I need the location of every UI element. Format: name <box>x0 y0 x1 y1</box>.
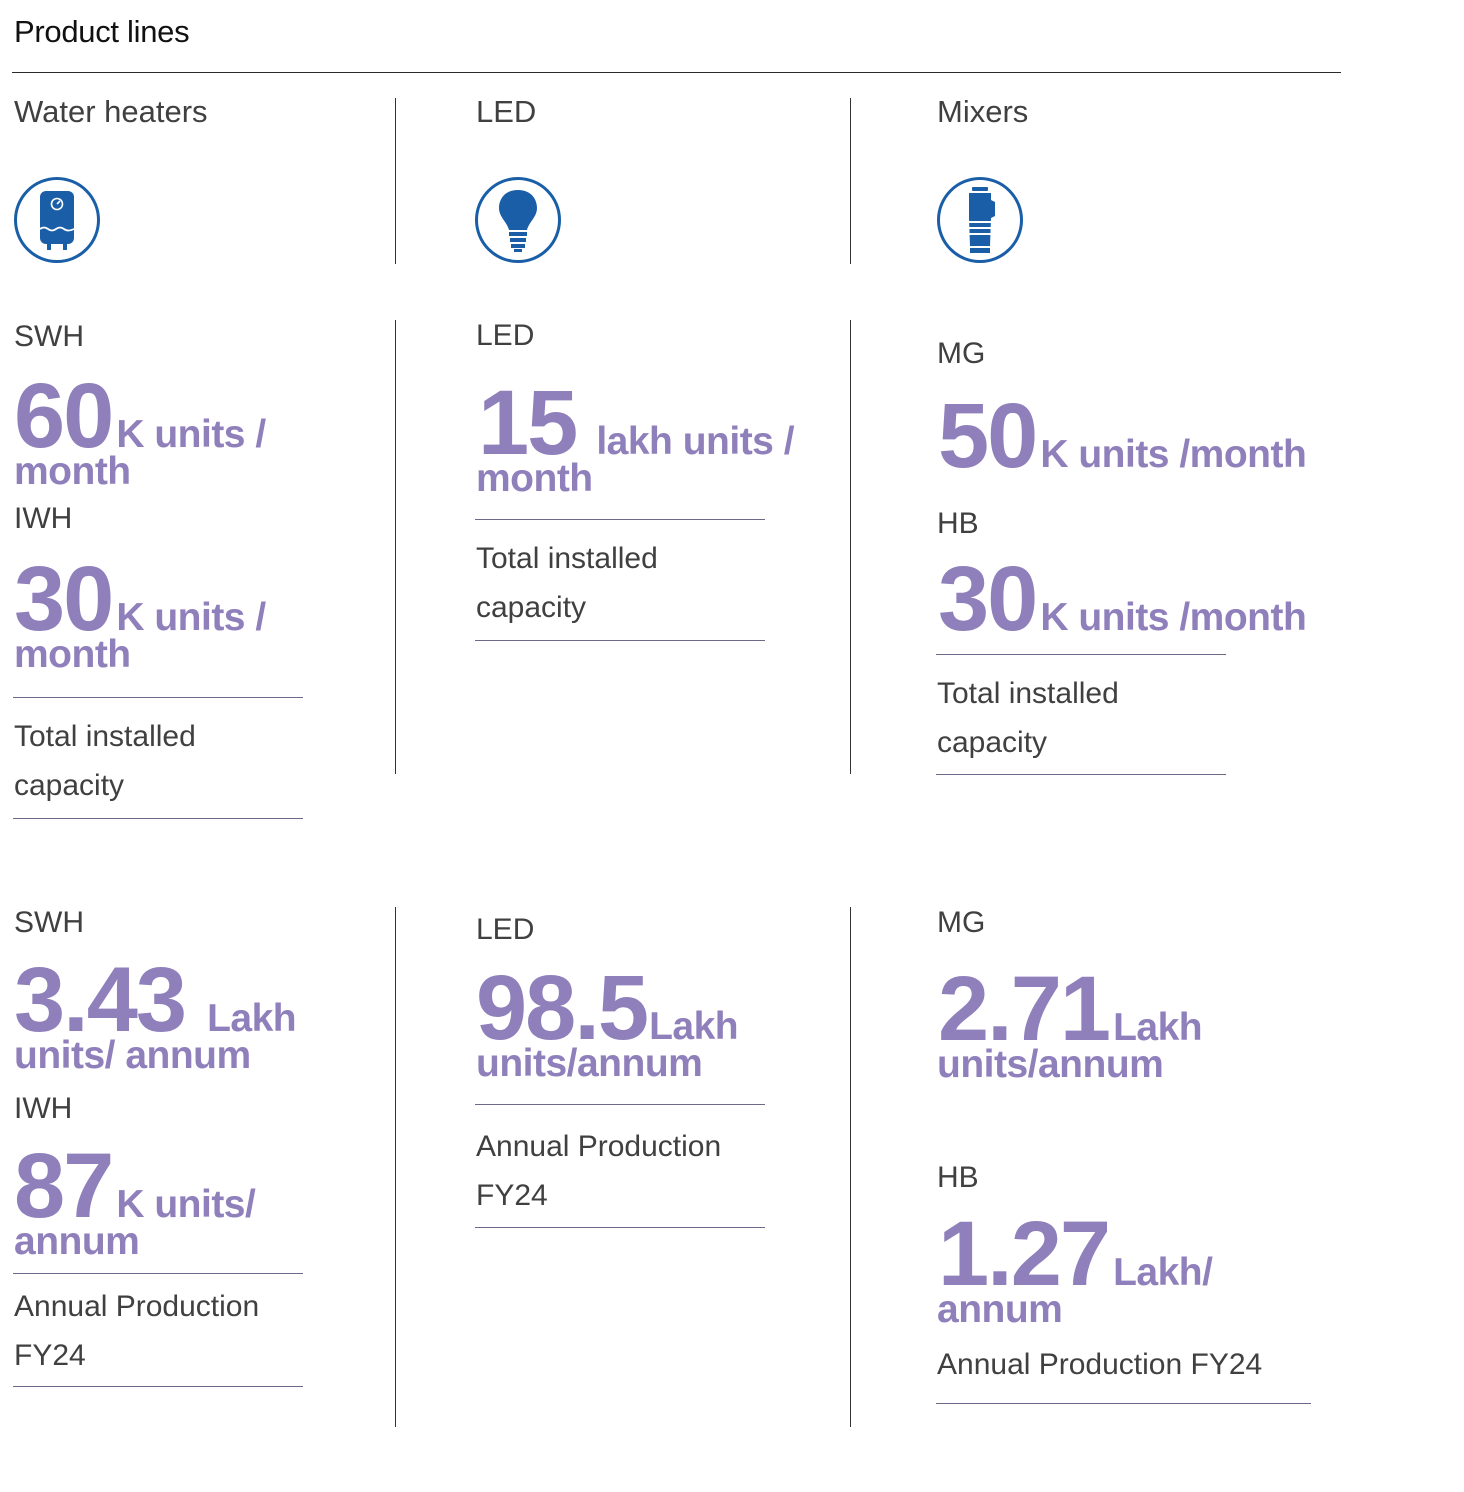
caption: Total installed capacity <box>476 534 658 632</box>
value-unit-continued: month <box>14 450 131 493</box>
caption: Annual Production FY24 <box>476 1122 721 1220</box>
metric-label: LED <box>476 913 535 946</box>
metric-label: SWH <box>14 906 84 939</box>
caption-line: capacity <box>476 591 587 624</box>
value-unit: Lakh <box>649 1005 739 1048</box>
value-unit-continued: units/annum <box>476 1042 703 1085</box>
category-title: Mixers <box>937 94 1029 129</box>
bulb-icon <box>474 176 562 264</box>
caption-line: Total installed <box>476 542 658 575</box>
column-divider <box>850 98 851 264</box>
caption: Annual Production FY24 <box>937 1340 1262 1389</box>
caption-line: capacity <box>937 726 1048 759</box>
metric-value: 30 K units /month <box>938 553 1307 645</box>
metric-value: 87 K units/ <box>14 1140 256 1232</box>
metric-label: MG <box>937 337 986 370</box>
metric-label: LED <box>476 319 535 352</box>
caption-rule <box>936 1403 1311 1404</box>
caption-rule <box>475 519 765 520</box>
column-divider <box>395 907 396 1427</box>
metric-value: 15 lakh units / <box>478 377 795 469</box>
caption-line: Total installed <box>14 720 196 753</box>
value-unit-continued: annum <box>14 1220 140 1263</box>
value-number: 3.43 <box>14 949 187 1051</box>
caption: Annual Production FY24 <box>14 1282 259 1380</box>
value-unit: K units/ <box>116 1183 256 1226</box>
caption-rule <box>475 1104 765 1105</box>
caption: Total installed capacity <box>937 669 1119 767</box>
caption-line: capacity <box>14 769 125 802</box>
caption-line: Annual Production <box>476 1130 722 1163</box>
caption-rule <box>475 1227 765 1228</box>
metric-label: IWH <box>14 502 73 535</box>
mixer-jar-icon <box>936 176 1024 264</box>
value-unit: K units /month <box>1040 433 1307 476</box>
metric-value: 2.71 Lakh <box>938 963 1203 1055</box>
value-unit: K units /month <box>1040 596 1307 639</box>
value-unit: K units / <box>116 413 266 456</box>
value-unit: Lakh <box>207 997 297 1040</box>
value-unit: Lakh <box>1113 1006 1203 1049</box>
metric-value: 60 K units / <box>14 370 266 462</box>
category-title: LED <box>476 94 537 129</box>
metric-label: IWH <box>14 1092 73 1125</box>
column-divider <box>395 98 396 264</box>
caption-rule <box>936 774 1226 775</box>
water-heater-icon <box>13 176 101 264</box>
value-number: 98.5 <box>476 957 649 1059</box>
caption: Total installed capacity <box>14 712 196 810</box>
metric-value: 1.27 Lakh/ <box>938 1208 1213 1300</box>
metric-label: HB <box>937 1161 979 1194</box>
value-number: 1.27 <box>938 1203 1111 1305</box>
caption-rule <box>475 640 765 641</box>
value-number: 87 <box>14 1135 114 1237</box>
metric-label: MG <box>937 906 986 939</box>
page-title: Product lines <box>14 14 190 49</box>
value-unit: K units / <box>116 596 266 639</box>
column-divider <box>395 320 396 774</box>
value-number: 60 <box>14 365 114 467</box>
metric-value: 98.5Lakh <box>476 962 739 1054</box>
caption-line: FY24 <box>476 1179 548 1212</box>
value-unit: lakh units / <box>596 420 795 463</box>
metric-value: 50 K units /month <box>938 390 1307 482</box>
caption-rule <box>13 697 303 698</box>
value-unit-continued: month <box>14 633 131 676</box>
value-number: 50 <box>938 385 1038 487</box>
metric-value: 3.43 Lakh <box>14 954 297 1046</box>
value-number: 30 <box>938 548 1038 650</box>
caption-rule <box>13 1386 303 1387</box>
caption-line: Annual Production <box>14 1290 260 1323</box>
header-divider <box>12 72 1341 73</box>
value-unit-continued: units/annum <box>937 1043 1164 1086</box>
value-number: 2.71 <box>938 958 1111 1060</box>
caption-line: Annual Production FY24 <box>937 1348 1263 1381</box>
caption-rule <box>13 818 303 819</box>
value-unit-continued: units/ annum <box>14 1034 251 1077</box>
value-number: 30 <box>14 548 114 650</box>
caption-rule <box>936 654 1226 655</box>
caption-rule <box>13 1273 303 1274</box>
value-unit-continued: annum <box>937 1288 1063 1331</box>
metric-label: SWH <box>14 320 84 353</box>
value-unit-continued: month <box>476 457 593 500</box>
column-divider <box>850 907 851 1427</box>
category-title: Water heaters <box>14 94 208 129</box>
metric-label: HB <box>937 507 979 540</box>
value-unit: Lakh/ <box>1113 1251 1213 1294</box>
metric-value: 30 K units / <box>14 553 266 645</box>
caption-line: FY24 <box>14 1339 86 1372</box>
value-number: 15 <box>478 372 578 474</box>
column-divider <box>850 320 851 774</box>
caption-line: Total installed <box>937 677 1119 710</box>
